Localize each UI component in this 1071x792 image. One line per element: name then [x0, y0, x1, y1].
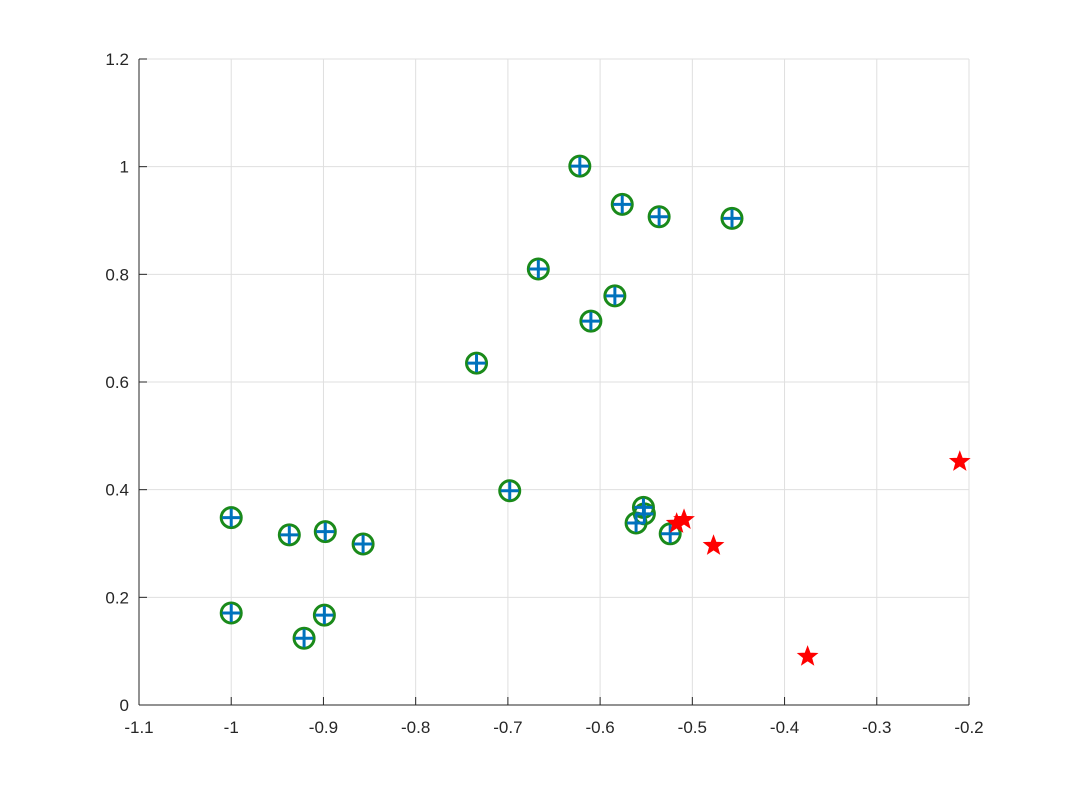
star-marker: [948, 450, 971, 471]
y-axis-ticks: 0 0.2 0.4 0.6 0.8 1 1.2: [105, 50, 147, 715]
plus-marker: [222, 508, 241, 527]
plus-marker: [529, 259, 548, 278]
x-tick-label: -0.6: [585, 718, 614, 737]
x-tick-label: -0.9: [309, 718, 338, 737]
plus-marker: [500, 481, 519, 500]
x-tick-label: -1.1: [124, 718, 153, 737]
circle-marker: [647, 205, 671, 229]
circle-marker: [313, 520, 337, 544]
star-marker: [796, 645, 819, 666]
circle-marker: [312, 603, 336, 627]
data-points: [219, 154, 971, 666]
x-axis-ticks: -1.1 -1 -0.9 -0.8 -0.7 -0.6 -0.5 -0.4 -0.3 -0.2: [124, 697, 984, 737]
plus-marker: [222, 603, 241, 622]
plus-marker: [316, 522, 335, 541]
circle-marker: [568, 154, 592, 178]
y-tick-label: 0.8: [105, 265, 129, 284]
plus-marker: [280, 525, 299, 544]
x-tick-label: -0.8: [401, 718, 430, 737]
y-tick-label: 0.2: [105, 588, 129, 607]
y-tick-label: 1: [120, 158, 129, 177]
circle-marker: [610, 192, 634, 216]
x-tick-label: -0.3: [862, 718, 891, 737]
x-tick-label: -1: [224, 718, 239, 737]
plus-marker: [661, 524, 680, 543]
x-tick-label: -0.5: [678, 718, 707, 737]
circle-marker: [292, 626, 316, 650]
plus-marker: [570, 157, 589, 176]
plus-marker: [627, 514, 646, 533]
plus-marker: [613, 195, 632, 214]
star-marker: [702, 534, 725, 555]
plus-marker: [722, 209, 741, 228]
circle-marker: [351, 532, 375, 556]
x-tick-label: -0.2: [954, 718, 983, 737]
circle-marker: [603, 284, 627, 308]
circle-marker: [277, 523, 301, 547]
circle-marker: [526, 257, 550, 281]
y-tick-label: 0: [120, 696, 129, 715]
circle-marker: [219, 506, 243, 530]
y-tick-label: 0.4: [105, 481, 129, 500]
circle-marker: [219, 601, 243, 625]
circle-marker: [658, 522, 682, 546]
plus-marker: [581, 312, 600, 331]
circle-marker: [579, 309, 603, 333]
plus-marker: [315, 606, 334, 625]
circle-marker: [465, 351, 489, 375]
plus-marker: [295, 629, 314, 648]
plus-marker: [354, 535, 373, 554]
y-tick-label: 0.6: [105, 373, 129, 392]
x-tick-label: -0.7: [493, 718, 522, 737]
y-tick-label: 1.2: [105, 50, 129, 69]
circle-marker: [720, 206, 744, 230]
plus-marker: [605, 286, 624, 305]
plus-marker: [635, 504, 654, 523]
star-marker: [673, 508, 695, 530]
x-tick-label: -0.4: [770, 718, 799, 737]
plus-marker: [650, 207, 669, 226]
plus-marker: [467, 354, 486, 373]
circle-marker: [498, 479, 522, 503]
